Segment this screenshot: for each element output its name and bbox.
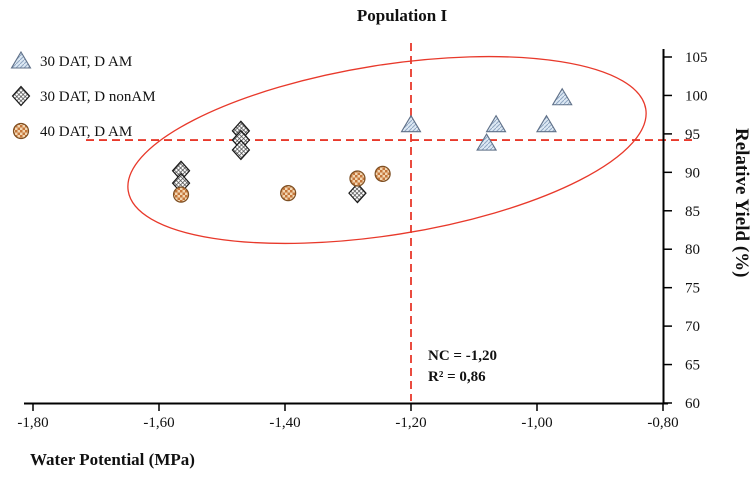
triangle-marker [485,114,507,133]
x-tick-label: -1,40 [269,415,300,431]
y-axis-label: Relative Yield (%) [731,128,750,278]
annotation-r2: R² = 0,86 [428,369,486,385]
y-tick-label: 80 [685,242,700,258]
y-axis-ticks: 105 100 95 90 85 80 75 70 65 60 [664,50,708,412]
triangle-marker [535,114,557,133]
x-axis-label: Water Potential (MPa) [30,450,195,469]
y-tick-label: 85 [685,204,700,220]
circle-marker [349,170,366,187]
y-tick-label: 60 [685,396,700,412]
triangle-marker [400,114,422,133]
legend-label-circle: 40 DAT, D AM [40,124,132,140]
y-tick-label: 75 [685,281,700,297]
chart-title: Population I [357,6,448,25]
reference-lines [86,43,697,401]
legend-label-diamond: 30 DAT, D nonAM [40,89,156,105]
highlight-ellipse [127,55,647,245]
circle-marker [280,184,297,202]
diamond-marker [348,182,367,204]
x-tick-label: -1,60 [143,415,174,431]
triangle-marker [551,87,573,106]
triangle-marker [476,133,498,151]
legend: 30 DAT, D AM 30 DAT, D nonAM 40 DAT, D AM [10,50,156,140]
diamond-marker [231,139,251,161]
circle-marker [12,122,30,140]
x-tick-label: -1,80 [17,415,48,431]
diamond-marker [11,85,31,107]
y-tick-label: 70 [685,319,700,335]
triangle-marker [10,50,32,69]
x-axis-ticks: -1,80 -1,60 -1,40 -1,20 -1,00 -0,80 [17,404,679,431]
circle-marker [374,165,391,182]
y-tick-label: 100 [685,88,708,104]
x-tick-label: -1,20 [395,415,426,431]
y-tick-label: 90 [685,165,700,181]
annotation-nc: NC = -1,20 [428,348,497,364]
legend-label-triangle: 30 DAT, D AM [40,54,132,70]
y-tick-label: 95 [685,127,700,143]
circle-marker [172,186,190,203]
y-tick-label: 105 [685,50,708,66]
y-tick-label: 65 [685,358,700,374]
x-tick-label: -1,00 [521,415,552,431]
data-points [171,87,573,204]
x-tick-label: -0,80 [647,415,678,431]
